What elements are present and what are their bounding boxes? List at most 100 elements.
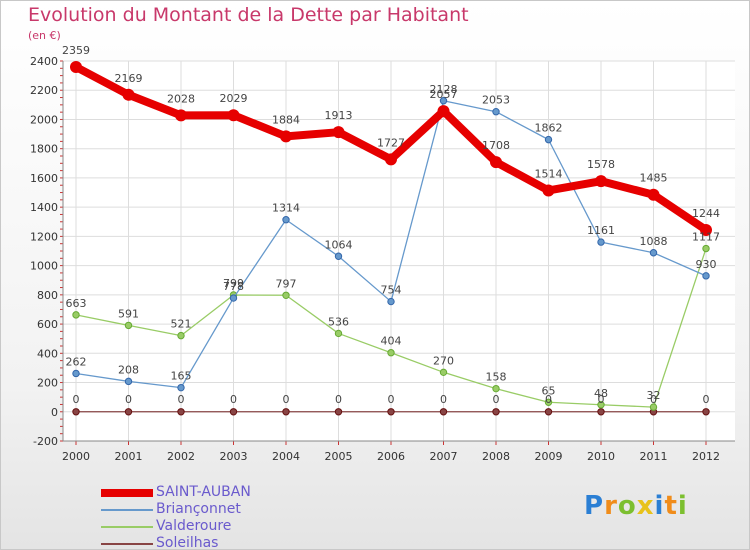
data-label: 0 [335, 393, 342, 406]
data-label: 1514 [535, 167, 563, 180]
data-point [124, 321, 133, 330]
x-tick-label: 2009 [535, 450, 563, 463]
data-label: 208 [118, 363, 139, 376]
x-tick-label: 2005 [325, 450, 353, 463]
data-point [702, 244, 710, 253]
data-point [597, 401, 605, 409]
y-tick-label: 1400 [30, 201, 58, 214]
logo-letter: o [617, 491, 637, 521]
data-point [437, 105, 450, 118]
data-point [72, 408, 80, 416]
data-label: 1913 [325, 109, 353, 122]
data-label: 1064 [325, 238, 353, 251]
data-point [700, 223, 712, 236]
data-point [282, 291, 290, 299]
y-tick-label: 400 [37, 347, 58, 360]
x-tick-label: 2004 [272, 450, 300, 463]
y-tick-label: 1600 [30, 172, 58, 185]
data-point [490, 156, 502, 169]
y-tick-label: 2200 [30, 84, 58, 97]
data-label: 2053 [482, 94, 510, 107]
data-point [387, 349, 395, 357]
plot-area [63, 61, 735, 441]
data-point [387, 297, 395, 306]
data-point [647, 188, 660, 201]
data-point [122, 88, 135, 101]
legend-item: SAINT-AUBAN [101, 484, 301, 501]
data-label: 0 [545, 393, 552, 406]
data-label: 158 [486, 371, 507, 384]
x-tick-label: 2012 [692, 450, 720, 463]
legend-item: Soleilhas [101, 535, 301, 550]
data-point [597, 238, 605, 246]
data-point [544, 408, 553, 416]
legend-swatch [101, 509, 153, 511]
x-tick-label: 2011 [640, 450, 668, 463]
data-label: 1862 [535, 122, 563, 135]
data-label: 778 [223, 280, 244, 293]
data-label: 0 [440, 393, 447, 406]
y-tick-label: 800 [37, 289, 58, 302]
data-label: 48 [594, 387, 608, 400]
data-label: 0 [230, 393, 237, 406]
data-label: 1088 [640, 235, 668, 248]
legend-swatch [101, 526, 153, 528]
y-tick-label: 0 [51, 406, 58, 419]
data-label: 2057 [430, 88, 458, 101]
data-point [70, 60, 82, 73]
data-label: 1314 [272, 202, 300, 215]
data-point [334, 252, 343, 260]
x-tick-label: 2001 [115, 450, 143, 463]
data-label: 797 [276, 277, 297, 290]
data-label: 404 [381, 335, 402, 348]
data-label: 0 [598, 393, 605, 406]
data-point [72, 369, 80, 378]
x-tick-label: 2008 [482, 450, 510, 463]
data-label: 2029 [220, 92, 248, 105]
y-tick-label: -200 [33, 435, 58, 448]
data-label: 2128 [430, 83, 458, 96]
data-point [280, 130, 292, 143]
data-point [385, 153, 397, 166]
data-point [282, 408, 290, 416]
data-label: 0 [650, 393, 657, 406]
data-point [439, 97, 448, 105]
data-label: 1884 [272, 113, 300, 126]
data-label: 1708 [482, 139, 510, 152]
data-label: 0 [493, 393, 500, 406]
data-point [229, 408, 238, 416]
x-tick-label: 2000 [62, 450, 90, 463]
legend-label: SAINT-AUBAN [156, 484, 251, 500]
logo-letter: i [677, 491, 688, 521]
data-point [649, 249, 658, 257]
data-label: 65 [542, 384, 556, 397]
legend-label: Soleilhas [156, 535, 219, 550]
data-point [124, 408, 133, 416]
data-point [332, 126, 345, 139]
data-point [229, 294, 238, 302]
logo-letter: r [604, 491, 618, 521]
data-point [227, 109, 240, 122]
data-label: 0 [283, 393, 290, 406]
legend-item: Valderoure [101, 518, 301, 535]
data-label: 1117 [692, 231, 720, 244]
logo-letter: P [584, 491, 605, 521]
data-label: 930 [696, 258, 717, 271]
data-label: 754 [381, 284, 402, 297]
data-point [175, 109, 187, 122]
data-point [282, 216, 290, 224]
legend-item: Briançonnet [101, 501, 301, 518]
legend-label: Briançonnet [156, 501, 241, 517]
data-point [334, 408, 343, 416]
data-label: 0 [125, 393, 132, 406]
data-point [544, 398, 553, 406]
data-label: 591 [118, 307, 139, 320]
data-point [492, 108, 500, 116]
data-point [702, 408, 710, 416]
y-tick-label: 2000 [30, 113, 58, 126]
data-point [492, 408, 500, 416]
data-point [72, 311, 80, 319]
data-label: 0 [388, 393, 395, 406]
data-point [124, 377, 133, 386]
